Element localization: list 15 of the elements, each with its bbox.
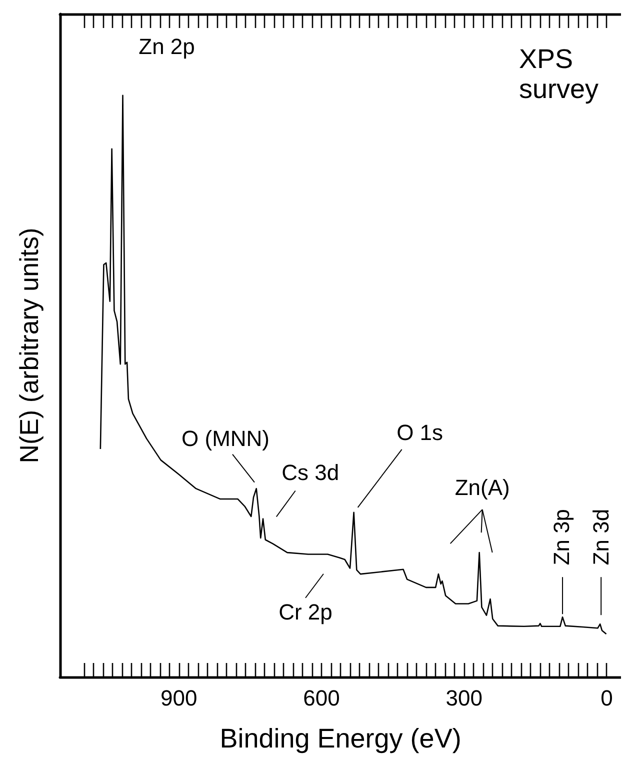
x-axis-title: Binding Energy (eV) <box>220 724 462 754</box>
x-tick-label: 900 <box>160 686 198 710</box>
annotation: O 1s <box>396 420 444 445</box>
annotation: Zn 3d <box>588 508 614 566</box>
x-tick-label: 600 <box>303 686 340 710</box>
annotation: XPS survey <box>519 44 600 104</box>
y-axis-title: N(E) (arbitrary units) <box>14 228 44 464</box>
annotation: Zn(A) <box>454 475 510 500</box>
annotation: Zn 2p <box>138 34 195 59</box>
annotation: Zn 3p <box>549 508 574 566</box>
x-tick-label: 300 <box>446 686 482 710</box>
annotation: Cr 2p <box>278 599 332 624</box>
x-tick-label: 0 <box>600 686 613 710</box>
annotation: Cs 3d <box>282 460 340 486</box>
annotation: O (MNN) <box>182 426 270 451</box>
